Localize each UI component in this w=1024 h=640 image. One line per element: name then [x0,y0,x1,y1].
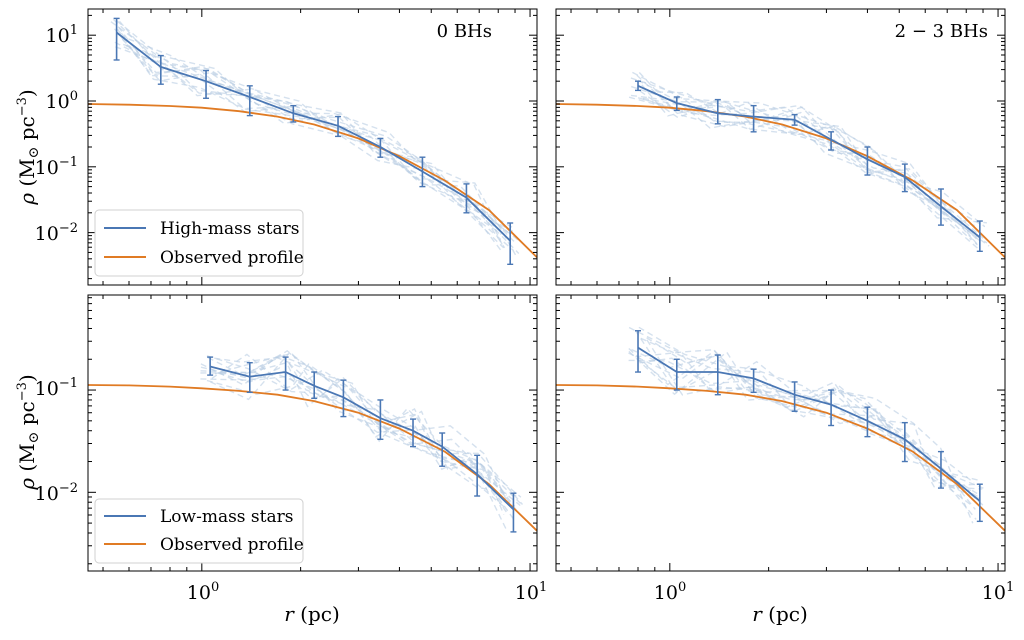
observed-profile-line [88,384,537,532]
xtick-label: 101 [982,580,1014,604]
simulation-trace [638,359,975,484]
simulation-trace [628,96,981,243]
stars-profile-line [116,31,511,242]
simulation-trace [636,74,979,250]
simulation-trace [206,363,508,496]
simulation-trace [206,355,524,505]
legend-label: High-mass stars [160,219,300,239]
y-axis-label-bottom: ρ (M⊙ pc−3) [15,374,42,491]
plot-area [88,349,537,533]
y-axis-label-top: ρ (M⊙ pc−3) [15,89,42,206]
observed-profile-line [88,103,537,259]
simulation-trace [119,34,502,235]
simulation-trace [200,373,516,507]
x-axis-label-right: r (pc) [752,602,808,626]
simulation-trace [628,347,974,508]
simulation-trace [200,361,518,497]
simulation-trace [121,38,514,233]
simulation-trace [628,350,974,524]
plot-area [88,17,537,266]
ytick-label: 10−2 [35,221,78,245]
axes-frame [555,294,1006,572]
simulation-trace [218,367,507,510]
annotation-top-right: 2 − 3 BHs [895,21,988,42]
simulation-trace [634,330,976,510]
y-ticklabels-bottom: 10−1 10−2 [35,376,78,505]
simulation-trace [120,32,515,242]
simulation-trace [631,348,972,492]
axes-frame [87,294,538,572]
simulation-trace [639,90,985,228]
xtick-label: 100 [187,580,219,604]
axes-frame [555,8,1006,286]
simulation-trace [639,357,984,489]
stars-profile-line [637,84,981,239]
simulation-trace [642,97,990,247]
observed-profile-line [556,103,1005,259]
simulation-trace [628,326,984,506]
simulation-trace [112,18,505,230]
plot-area [556,71,1005,259]
panel-top-right [555,8,1006,286]
xtick-label: 101 [515,580,547,604]
legend-top-left: High-mass stars Observed profile [94,209,304,277]
stars-profile-line [637,346,981,502]
observed-profile-line [556,384,1005,532]
simulation-trace [637,97,975,227]
ytick-label: 101 [46,23,78,47]
legend-label: Observed profile [160,248,304,268]
plot-area [556,326,1005,532]
stars-profile-line [209,365,515,511]
simulation-trace [628,359,977,520]
ytick-label: 10−1 [35,376,78,400]
panel-bottom-left [87,294,538,572]
x-ticklabels: 100 101 100 101 [187,580,1014,604]
simulation-trace [214,356,521,507]
simulation-trace [632,71,975,234]
ytick-label: 10−1 [35,155,78,179]
legend-label: Observed profile [160,535,304,555]
simulation-trace [116,20,520,254]
simulation-trace [110,21,504,246]
simulation-trace [200,366,517,511]
panel-top-left [87,8,538,286]
ytick-label: 100 [46,89,78,113]
x-axis-label-left: r (pc) [284,602,340,626]
annotation-top-left: 0 BHs [437,21,492,42]
simulation-trace [210,352,505,515]
xtick-label: 100 [654,580,686,604]
y-ticklabels-top: 101 100 10−1 10−2 [35,23,78,245]
ytick-label: 10−2 [35,481,78,505]
simulation-trace [114,41,513,228]
simulation-trace [628,352,978,498]
legend-bottom-left: Low-mass stars Observed profile [94,498,304,564]
simulation-trace [214,352,516,522]
panel-bottom-right [555,294,1006,572]
legend-label: Low-mass stars [160,507,293,527]
